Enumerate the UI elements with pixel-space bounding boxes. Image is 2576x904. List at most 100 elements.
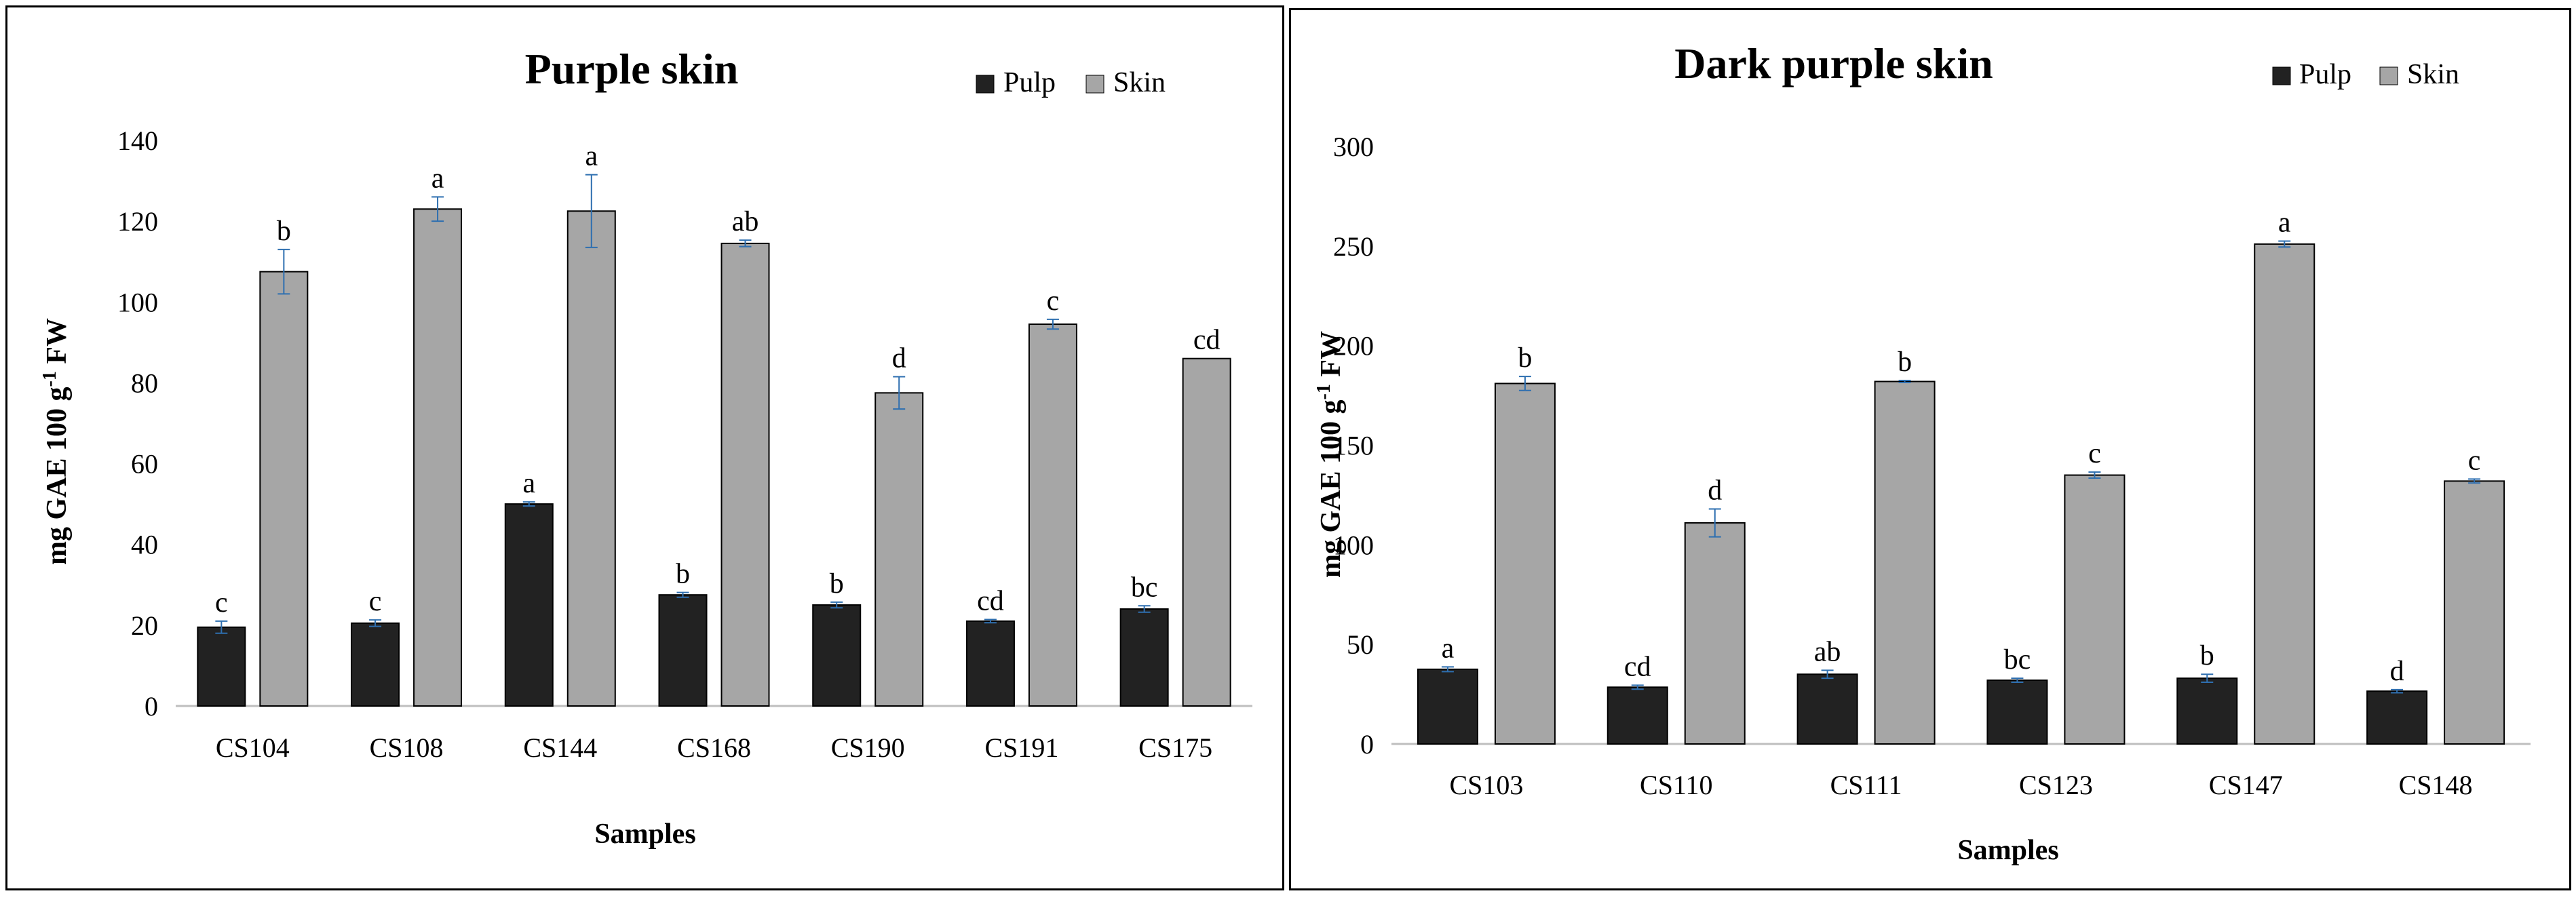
significance-letter: bc xyxy=(2004,644,2031,675)
error-bar xyxy=(2468,478,2481,484)
plot-area: 050100150200250300CS103abCS110cddCS111ab… xyxy=(1333,132,2531,800)
bar-pulp xyxy=(812,604,862,707)
bar-skin xyxy=(413,208,463,707)
chart-panel-purple-skin: Purple skin Pulp Skin mg GAE 100 g-1 FW … xyxy=(5,5,1284,890)
bar-skin xyxy=(1684,522,1746,745)
bar-skin xyxy=(259,271,309,707)
error-bar xyxy=(585,174,598,248)
legend-label-skin: Skin xyxy=(2407,59,2459,90)
significance-letter: a xyxy=(1442,633,1455,664)
significance-letter: ab xyxy=(1814,636,1841,667)
error-bar xyxy=(2278,240,2291,248)
error-bar xyxy=(277,248,290,295)
significance-letter: cd xyxy=(1624,651,1651,682)
x-tick-label: CS148 xyxy=(2399,770,2473,800)
bar-skin xyxy=(1874,380,1936,745)
significance-letter: c xyxy=(2088,438,2101,469)
error-bar xyxy=(2088,471,2101,479)
bar-pulp xyxy=(351,622,400,707)
y-tick-label: 100 xyxy=(117,287,158,317)
significance-letter: a xyxy=(2278,207,2291,238)
error-bar xyxy=(369,619,382,627)
x-tick-label: CS108 xyxy=(370,732,444,763)
error-bar xyxy=(1898,380,1911,383)
legend: Pulp Skin xyxy=(2272,59,2459,90)
chart-title: Purple skin xyxy=(525,45,739,93)
error-bar xyxy=(522,501,535,507)
significance-letter: c xyxy=(1047,286,1060,317)
bar-pulp xyxy=(1986,680,2048,745)
error-bar xyxy=(1046,318,1059,330)
chart-panel-dark-purple-skin: Dark purple skin Pulp Skin mg GAE 100 g-… xyxy=(1289,8,2571,890)
chart-title: Dark purple skin xyxy=(1674,39,1993,87)
x-tick-label: CS175 xyxy=(1138,732,1212,763)
significance-letter: b xyxy=(2200,640,2214,671)
legend: Pulp Skin xyxy=(976,67,1166,98)
significance-letter: b xyxy=(676,559,690,590)
bar-pulp xyxy=(197,626,246,707)
error-bar xyxy=(676,591,689,598)
bar-pulp xyxy=(1119,608,1169,707)
error-bar xyxy=(2011,677,2024,683)
legend-swatch-skin xyxy=(2379,66,2398,85)
bar-pulp xyxy=(965,620,1015,707)
x-tick-label: CS111 xyxy=(1830,770,1902,800)
y-axis-label: mg GAE 100 g-1 FW xyxy=(1313,331,1347,578)
error-bar xyxy=(431,196,444,222)
error-bar xyxy=(739,239,752,248)
bar-pulp xyxy=(2176,677,2238,745)
y-tick-label: 250 xyxy=(1333,231,1374,262)
significance-letter: b xyxy=(1898,347,1912,378)
error-bar xyxy=(1821,669,1834,680)
y-tick-label: 80 xyxy=(131,368,158,398)
significance-letter: bc xyxy=(1131,572,1158,603)
y-tick-label: 100 xyxy=(1333,530,1374,560)
significance-letter: d xyxy=(892,342,906,374)
significance-letter: a xyxy=(431,163,444,194)
significance-letter: d xyxy=(1708,475,1722,506)
error-bar xyxy=(1441,666,1454,673)
error-bar xyxy=(893,376,906,410)
significance-letter: c xyxy=(369,586,382,617)
significance-letter: b xyxy=(830,568,844,600)
error-bar xyxy=(1138,605,1151,613)
significance-letter: cd xyxy=(977,586,1004,617)
error-bar xyxy=(215,620,228,634)
error-bar xyxy=(1518,376,1531,391)
significance-letter: b xyxy=(1518,342,1532,374)
x-tick-label: CS168 xyxy=(677,732,751,763)
legend-swatch-skin xyxy=(1085,75,1104,94)
y-tick-label: 50 xyxy=(1347,629,1374,660)
error-bar xyxy=(1708,508,1721,538)
error-bar xyxy=(984,618,997,624)
x-tick-label: CS123 xyxy=(2019,770,2093,800)
legend-swatch-pulp xyxy=(2272,66,2291,85)
y-tick-label: 150 xyxy=(1333,431,1374,461)
significance-letter: b xyxy=(277,216,291,247)
bar-pulp xyxy=(1607,686,1668,745)
significance-letter: cd xyxy=(1193,325,1220,356)
bar-pulp xyxy=(658,594,708,707)
legend-label-skin: Skin xyxy=(1113,67,1166,98)
bar-pulp xyxy=(1417,668,1478,745)
y-tick-label: 300 xyxy=(1333,132,1374,162)
bar-skin xyxy=(1028,323,1077,707)
bar-skin xyxy=(566,210,616,707)
bar-skin xyxy=(874,392,924,707)
error-bar xyxy=(2391,688,2404,694)
legend-swatch-pulp xyxy=(976,75,995,94)
bar-skin xyxy=(2444,480,2505,745)
y-tick-label: 120 xyxy=(117,206,158,237)
x-tick-label: CS191 xyxy=(984,732,1058,763)
y-tick-label: 40 xyxy=(131,530,158,560)
bar-skin xyxy=(2254,243,2315,745)
significance-letter: a xyxy=(522,468,535,499)
x-tick-label: CS147 xyxy=(2209,770,2283,800)
y-tick-label: 200 xyxy=(1333,331,1374,361)
x-axis-label: Samples xyxy=(1957,835,2058,866)
bar-pulp xyxy=(2366,690,2428,745)
x-tick-label: CS104 xyxy=(216,732,290,763)
x-axis-label: Samples xyxy=(594,819,695,850)
bar-skin xyxy=(2064,474,2126,745)
error-bar xyxy=(1631,684,1644,690)
